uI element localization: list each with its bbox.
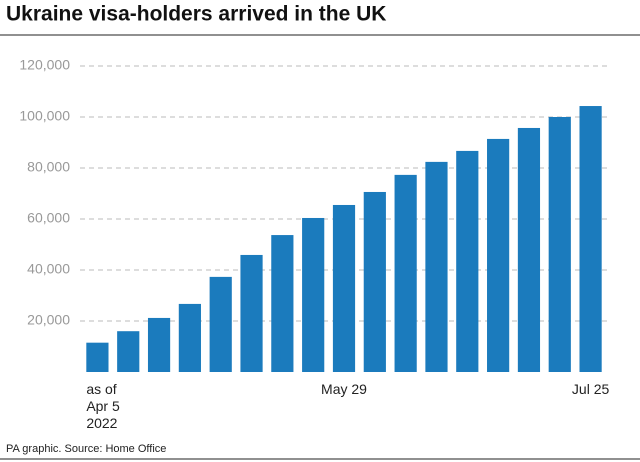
bar bbox=[548, 117, 571, 372]
y-tick-label: 120,000 bbox=[19, 57, 70, 73]
x-tick-label: Jul 25 bbox=[572, 381, 610, 397]
bar bbox=[271, 235, 294, 372]
chart-title: Ukraine visa-holders arrived in the UK bbox=[6, 3, 386, 26]
source: PA graphic. Source: Home Office bbox=[6, 443, 166, 455]
x-tick-label: as of Apr 5 2022 bbox=[86, 381, 120, 431]
y-tick-label: 80,000 bbox=[27, 159, 70, 175]
bar bbox=[517, 127, 541, 372]
bar bbox=[178, 303, 201, 372]
bar bbox=[425, 161, 448, 372]
bar bbox=[117, 331, 140, 372]
y-tick-label: 100,000 bbox=[19, 108, 70, 124]
bar bbox=[147, 317, 171, 372]
y-tick-label: 20,000 bbox=[27, 312, 70, 328]
bar bbox=[363, 191, 386, 372]
y-tick-label: 40,000 bbox=[27, 261, 70, 277]
bar bbox=[394, 174, 417, 372]
bar bbox=[487, 138, 510, 372]
bar bbox=[456, 150, 479, 372]
x-tick-label: May 29 bbox=[321, 381, 367, 397]
bar bbox=[86, 342, 109, 372]
bar bbox=[579, 106, 602, 372]
y-tick-label: 60,000 bbox=[27, 210, 70, 226]
bar bbox=[209, 276, 232, 372]
bar bbox=[302, 217, 325, 372]
bar bbox=[332, 204, 356, 372]
bar bbox=[240, 254, 263, 372]
